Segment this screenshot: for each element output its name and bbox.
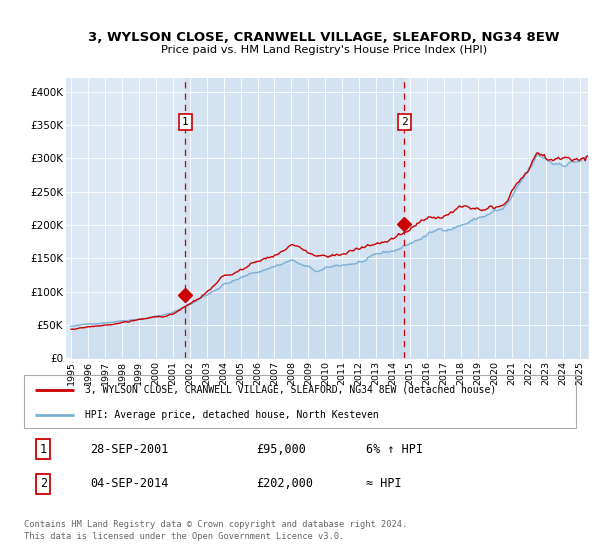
Text: Price paid vs. HM Land Registry's House Price Index (HPI): Price paid vs. HM Land Registry's House … xyxy=(161,45,487,55)
Text: 2: 2 xyxy=(401,116,408,127)
Text: 3, WYLSON CLOSE, CRANWELL VILLAGE, SLEAFORD, NG34 8EW: 3, WYLSON CLOSE, CRANWELL VILLAGE, SLEAF… xyxy=(88,31,560,44)
Text: 3, WYLSON CLOSE, CRANWELL VILLAGE, SLEAFORD, NG34 8EW (detached house): 3, WYLSON CLOSE, CRANWELL VILLAGE, SLEAF… xyxy=(85,385,496,395)
Bar xyxy=(185,78,404,358)
Text: HPI: Average price, detached house, North Kesteven: HPI: Average price, detached house, Nort… xyxy=(85,410,379,420)
Text: 04-SEP-2014: 04-SEP-2014 xyxy=(90,478,169,491)
Text: 1: 1 xyxy=(182,116,189,127)
Text: Contains HM Land Registry data © Crown copyright and database right 2024.: Contains HM Land Registry data © Crown c… xyxy=(24,520,407,529)
Text: £95,000: £95,000 xyxy=(256,442,306,456)
Text: £202,000: £202,000 xyxy=(256,478,313,491)
Text: ≈ HPI: ≈ HPI xyxy=(366,478,402,491)
Text: 6% ↑ HPI: 6% ↑ HPI xyxy=(366,442,423,456)
Text: 2: 2 xyxy=(40,478,47,491)
Text: 1: 1 xyxy=(40,442,47,456)
Text: This data is licensed under the Open Government Licence v3.0.: This data is licensed under the Open Gov… xyxy=(24,532,344,541)
Text: 28-SEP-2001: 28-SEP-2001 xyxy=(90,442,169,456)
